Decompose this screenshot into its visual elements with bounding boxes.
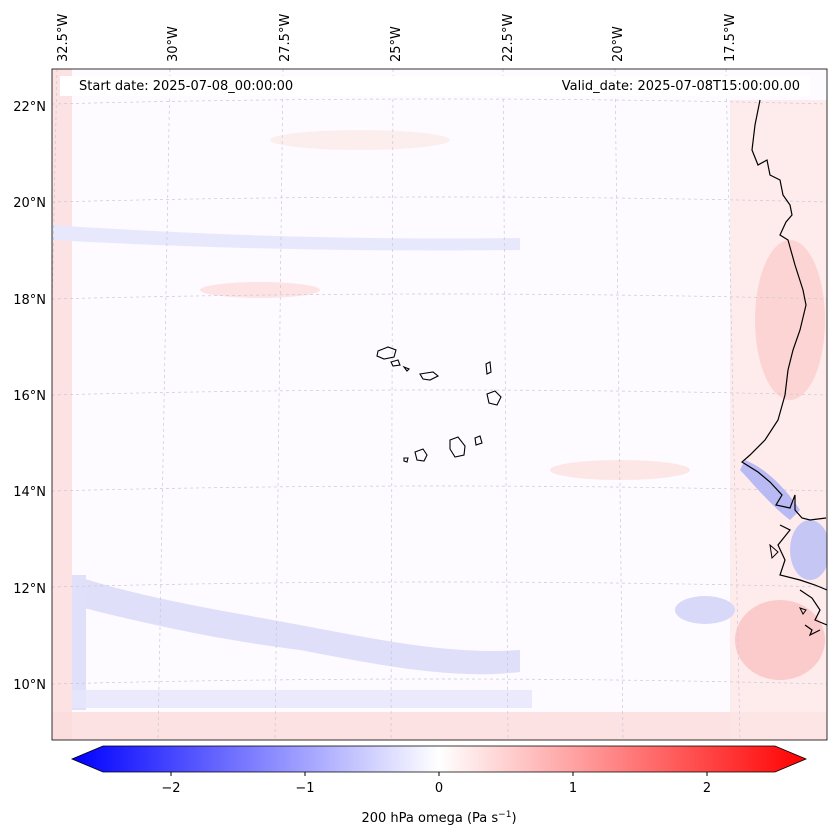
field-patch-top-red — [270, 130, 450, 150]
cape-verde-islands — [376, 346, 502, 463]
colorbar-label-exponent: −1 — [498, 810, 511, 820]
field-patch-ocean-red — [550, 460, 690, 480]
island-sao-vicente — [390, 359, 401, 367]
colorbar-ticks: −2 −1 0 1 2 — [161, 772, 711, 796]
lat-label-10n: 10°N — [13, 678, 46, 693]
longitude-labels: 32.5°W 30°W 27.5°W 25°W 22.5°W 20°W 17.5… — [56, 14, 738, 62]
colorbar-tick-1: 1 — [569, 781, 577, 796]
field-patch-west-red — [52, 69, 72, 740]
field-patch-senegal-blue — [740, 460, 800, 520]
lon-label-20w: 20°W — [611, 26, 626, 62]
coastline-bijagos — [769, 543, 779, 560]
grid-line-14n — [52, 485, 827, 492]
map-frame — [51, 68, 828, 741]
field-patch-coast-red-south — [735, 600, 825, 680]
latitude-labels: 22°N 20°N 18°N 16°N 14°N 12°N 10°N — [13, 100, 46, 693]
island-brava — [403, 457, 409, 463]
grid-line-25w — [390, 69, 394, 740]
island-santiago — [449, 436, 466, 458]
island-santo-antao — [376, 346, 397, 360]
lon-label-22-5w: 22.5°W — [501, 14, 516, 62]
grid-line-17-5w — [725, 69, 741, 740]
grid-line-10n — [52, 678, 827, 685]
island-santa-luzia — [402, 365, 410, 372]
coastline-west-africa — [740, 99, 827, 637]
coastline-island-small — [799, 607, 807, 615]
graticule — [52, 69, 827, 740]
grid-line-22-5w — [502, 69, 509, 740]
grid-line-16n — [52, 389, 827, 396]
map-background — [52, 69, 827, 740]
grid-line-22n — [52, 98, 827, 105]
lat-label-16n: 16°N — [13, 389, 46, 404]
lat-label-14n: 14°N — [13, 485, 46, 500]
colorbar-bar — [70, 745, 808, 773]
colorbar-tick-2: 2 — [703, 781, 711, 796]
colorbar: −2 −1 0 1 2 200 hPa omega (Pa s−1) — [70, 745, 808, 826]
field-patch-south-red — [52, 712, 827, 740]
lon-label-27-5w: 27.5°W — [278, 14, 293, 62]
field-patch-guinea-blue — [790, 520, 827, 580]
field-patch-ocean-blue — [675, 596, 735, 624]
grid-line-30w — [157, 69, 171, 740]
lat-label-22n: 22°N — [13, 100, 46, 115]
grid-line-27-5w — [274, 69, 284, 740]
valid-date-label: Valid_date: 2025-07-08T15:00:00.00 — [562, 79, 800, 94]
lat-label-20n: 20°N — [13, 196, 46, 211]
field-patch-sw-blue — [72, 575, 86, 710]
field-patch-north-blue — [52, 225, 520, 251]
grid-line-20w — [614, 69, 624, 740]
lon-label-32-5w: 32.5°W — [56, 14, 71, 62]
field-patch-coast-red-strong — [755, 240, 825, 400]
island-sao-nicolau — [419, 371, 440, 381]
field-patch-north-red — [200, 282, 320, 298]
map-panel — [52, 69, 827, 740]
colorbar-tick-neg1: −1 — [295, 781, 314, 796]
island-sal — [485, 361, 492, 375]
colorbar-label-close: ) — [511, 811, 516, 826]
grid-line-12n — [52, 581, 827, 588]
header-strip — [60, 76, 810, 96]
lon-label-25w: 25°W — [389, 26, 404, 62]
lat-label-12n: 12°N — [13, 582, 46, 597]
field-patch-s-blue — [72, 690, 532, 708]
colorbar-tick-0: 0 — [435, 781, 443, 796]
island-maio — [474, 435, 483, 446]
island-fogo — [414, 448, 428, 462]
lon-label-30w: 30°W — [166, 26, 181, 62]
lat-label-18n: 18°N — [13, 293, 46, 308]
grid-line-20n — [52, 196, 827, 203]
field-patch-south-blue — [72, 575, 520, 675]
start-date-label: Start date: 2025-07-08_00:00:00 — [79, 79, 293, 94]
colorbar-label: 200 hPa omega (Pa s−1) — [361, 810, 516, 826]
colorbar-tick-neg2: −2 — [161, 781, 180, 796]
lon-label-17-5w: 17.5°W — [723, 14, 738, 62]
island-boa-vista — [486, 390, 502, 406]
omega-field — [52, 69, 827, 740]
colorbar-label-text: 200 hPa omega (Pa s — [361, 811, 498, 826]
grid-line-18n — [52, 293, 827, 300]
